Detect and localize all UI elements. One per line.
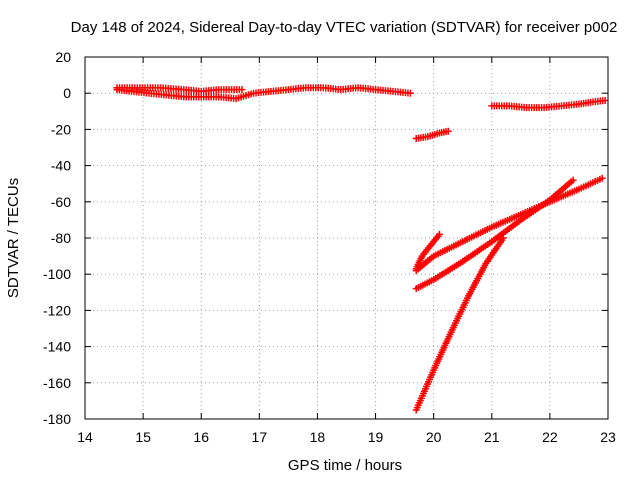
y-tick-label: -20 [51,121,71,137]
y-tick-label: -40 [51,158,71,174]
data-point [569,176,577,184]
x-tick-label: 21 [484,429,500,445]
data-series [412,127,452,142]
y-tick-labels: 20 0 -20 -40 -60 -80 -100 -120 -140 -160 -180 [43,49,71,427]
y-axis-title: SDTVAR / TECUs [5,178,22,298]
data-series [113,84,246,95]
x-tick-label: 20 [426,429,442,445]
x-tick-label: 18 [310,429,326,445]
data-series [488,96,609,112]
x-tick-label: 16 [193,429,209,445]
data-point [598,174,606,182]
x-tick-label: 22 [542,429,558,445]
x-tick-label: 23 [600,429,616,445]
x-tick-label: 15 [135,429,151,445]
data-point [444,127,452,135]
y-tick-label: -100 [43,266,71,282]
data-points [113,84,609,414]
y-tick-label: 20 [55,49,71,65]
y-tick-label: 0 [63,85,71,101]
data-point [601,96,609,104]
y-tick-label: -120 [43,302,71,318]
x-axis-title: GPS time / hours [288,457,402,474]
data-point [499,234,507,242]
data-point [435,230,443,238]
data-point [238,86,246,94]
data-series [412,176,577,293]
y-tick-label: -180 [43,411,71,427]
y-tick-label: -60 [51,194,71,210]
x-tick-labels: 14 15 16 17 18 19 20 21 22 23 [77,429,616,445]
x-tick-label: 17 [252,429,268,445]
chart-title: Day 148 of 2024, Sidereal Day-to-day VTE… [71,19,618,36]
x-tick-label: 19 [368,429,384,445]
y-tick-label: -160 [43,375,71,391]
data-series [412,234,507,414]
x-tick-label: 14 [77,429,93,445]
axis-ticks [84,56,609,420]
data-point [406,89,414,97]
y-tick-label: -140 [43,339,71,355]
y-tick-label: -80 [51,230,71,246]
